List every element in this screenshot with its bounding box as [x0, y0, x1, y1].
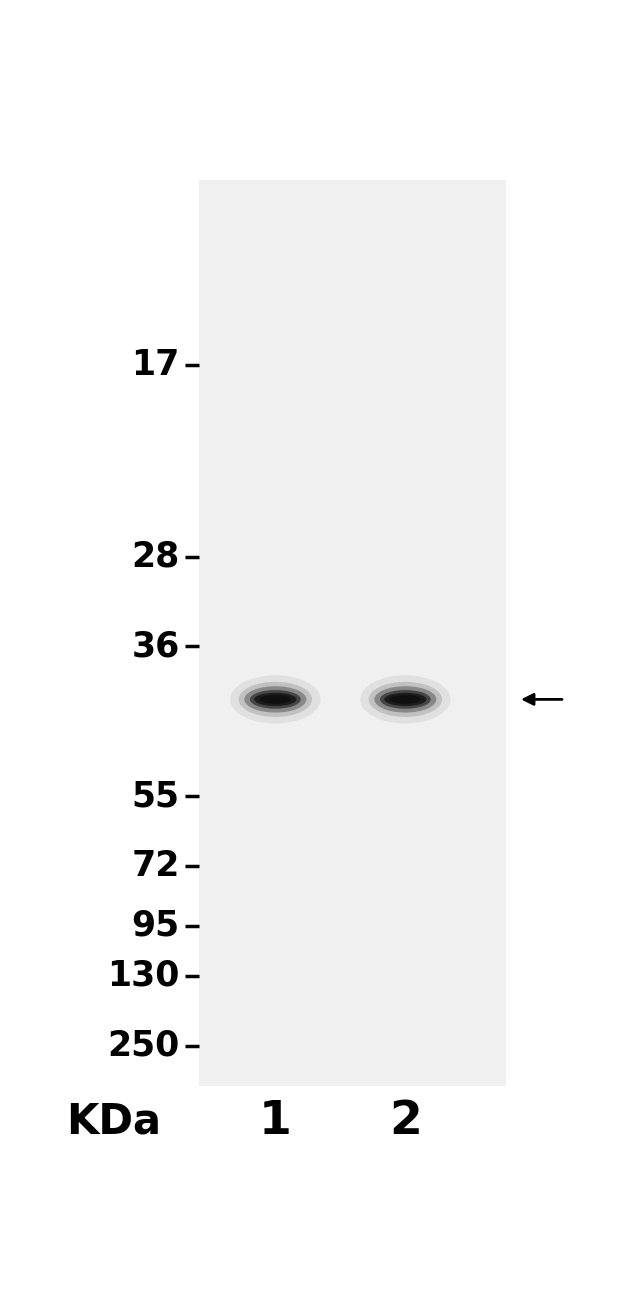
- Ellipse shape: [374, 686, 436, 713]
- Text: 55: 55: [132, 779, 180, 813]
- Text: 36: 36: [131, 630, 180, 664]
- Ellipse shape: [230, 675, 320, 723]
- Text: 28: 28: [132, 539, 180, 574]
- Text: 1: 1: [259, 1099, 292, 1144]
- Ellipse shape: [244, 686, 306, 713]
- Text: 17: 17: [131, 349, 180, 382]
- Ellipse shape: [368, 682, 442, 717]
- Text: 2: 2: [389, 1099, 422, 1144]
- Text: KDa: KDa: [66, 1100, 161, 1143]
- Ellipse shape: [380, 689, 430, 709]
- Text: 72: 72: [131, 849, 180, 883]
- Bar: [199, 180, 506, 1086]
- Ellipse shape: [384, 693, 427, 706]
- Text: 130: 130: [108, 959, 180, 993]
- Ellipse shape: [250, 689, 301, 709]
- Ellipse shape: [390, 695, 421, 704]
- Text: 250: 250: [108, 1029, 180, 1063]
- Text: 95: 95: [132, 908, 180, 943]
- Ellipse shape: [360, 675, 451, 723]
- Ellipse shape: [254, 693, 296, 706]
- Ellipse shape: [239, 682, 312, 717]
- Ellipse shape: [260, 695, 291, 704]
